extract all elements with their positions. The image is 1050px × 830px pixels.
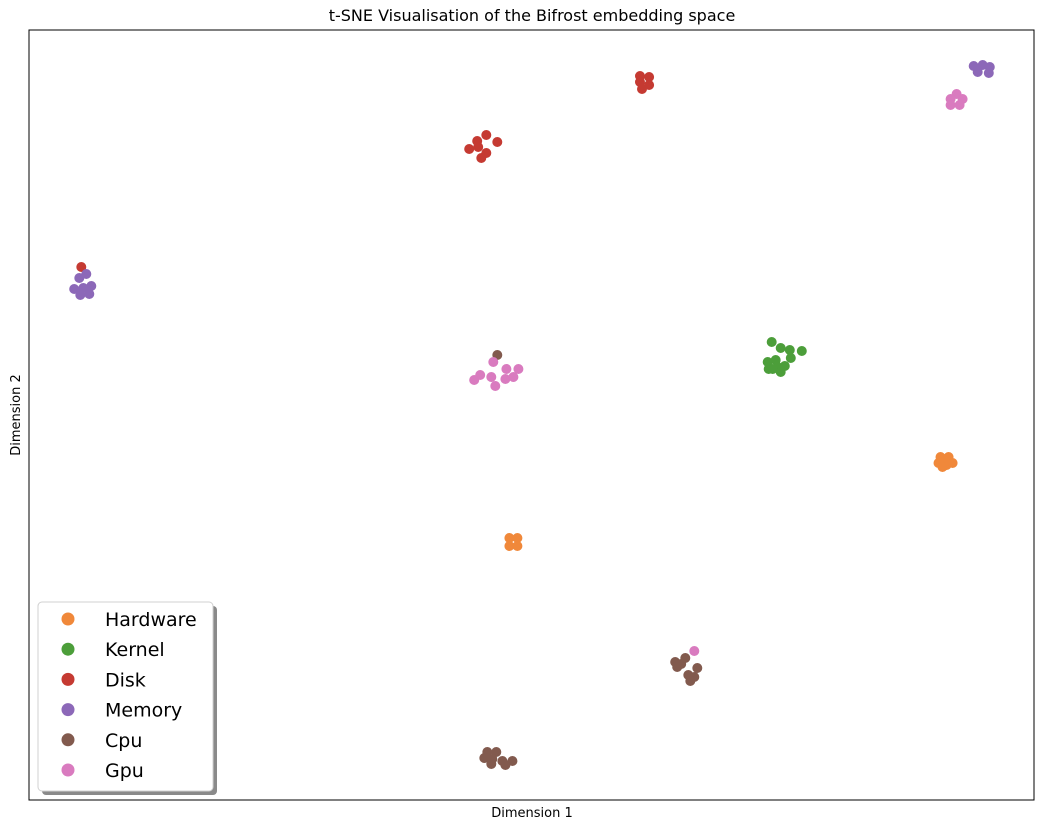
point-hardware-1: [512, 533, 523, 543]
point-cpu-4: [672, 662, 683, 672]
point-kernel-1: [775, 343, 786, 353]
point-gpu-1: [488, 357, 499, 367]
point-kernel-6: [785, 353, 796, 363]
point-gpu-8: [469, 375, 480, 385]
point-cpu-11: [479, 753, 490, 763]
point-disk-8: [464, 144, 475, 154]
point-hardware-2: [504, 541, 515, 551]
point-cpu-15: [486, 759, 497, 769]
legend-label-hardware: Hardware: [105, 609, 197, 631]
point-memory-9: [86, 281, 97, 291]
point-gpu-5: [486, 372, 497, 382]
point-disk-1: [644, 72, 655, 82]
legend-label-gpu: Gpu: [105, 760, 144, 782]
point-disk-11: [476, 153, 487, 163]
point-kernel-2: [784, 345, 795, 355]
point-gpu-0: [689, 646, 700, 656]
legend-box: [37, 601, 214, 792]
point-cpu-5: [692, 663, 703, 673]
legend-marker-kernel: [61, 642, 75, 656]
scatter-points: [69, 60, 995, 770]
point-disk-5: [481, 130, 492, 140]
legend-marker-cpu: [61, 733, 75, 747]
legend-marker-disk: [61, 672, 75, 686]
y-axis-label: Dimension 2: [9, 374, 24, 456]
point-gpu-6: [500, 374, 511, 384]
point-hardware-10: [937, 462, 948, 472]
point-gpu-9: [490, 381, 501, 391]
chart-title: t-SNE Visualisation of the Bifrost embed…: [329, 6, 736, 25]
point-kernel-11: [767, 364, 778, 374]
point-gpu-7: [508, 372, 519, 382]
legend-marker-memory: [61, 703, 75, 717]
point-hardware-0: [504, 533, 515, 543]
point-kernel-10: [775, 367, 786, 377]
point-memory-11: [84, 289, 95, 299]
point-hardware-3: [512, 541, 523, 551]
legend-marker-hardware: [61, 612, 75, 626]
legend-label-memory: Memory: [105, 700, 182, 722]
point-kernel-0: [766, 337, 777, 347]
point-cpu-16: [500, 760, 511, 770]
point-memory-4: [983, 68, 994, 78]
legend-label-cpu: Cpu: [105, 730, 142, 752]
point-gpu-14: [954, 100, 965, 110]
point-disk-9: [473, 142, 484, 152]
point-cpu-8: [685, 676, 696, 686]
point-hardware-9: [947, 458, 958, 468]
point-memory-7: [69, 284, 80, 294]
point-gpu-2: [501, 364, 512, 374]
point-gpu-13: [945, 100, 956, 110]
point-memory-6: [81, 269, 92, 279]
x-axis-label: Dimension 1: [491, 806, 573, 821]
point-disk-12: [76, 262, 87, 272]
point-kernel-3: [796, 346, 807, 356]
legend: Hardware Kernel Disk Memory Cpu Gpu: [37, 601, 217, 795]
point-disk-7: [492, 137, 503, 147]
point-memory-3: [972, 67, 983, 77]
point-disk-4: [637, 84, 647, 94]
legend-marker-gpu: [61, 763, 75, 777]
point-memory-10: [75, 290, 86, 300]
legend-label-kernel: Kernel: [105, 639, 165, 661]
legend-label-disk: Disk: [105, 669, 146, 691]
point-gpu-3: [513, 364, 524, 374]
